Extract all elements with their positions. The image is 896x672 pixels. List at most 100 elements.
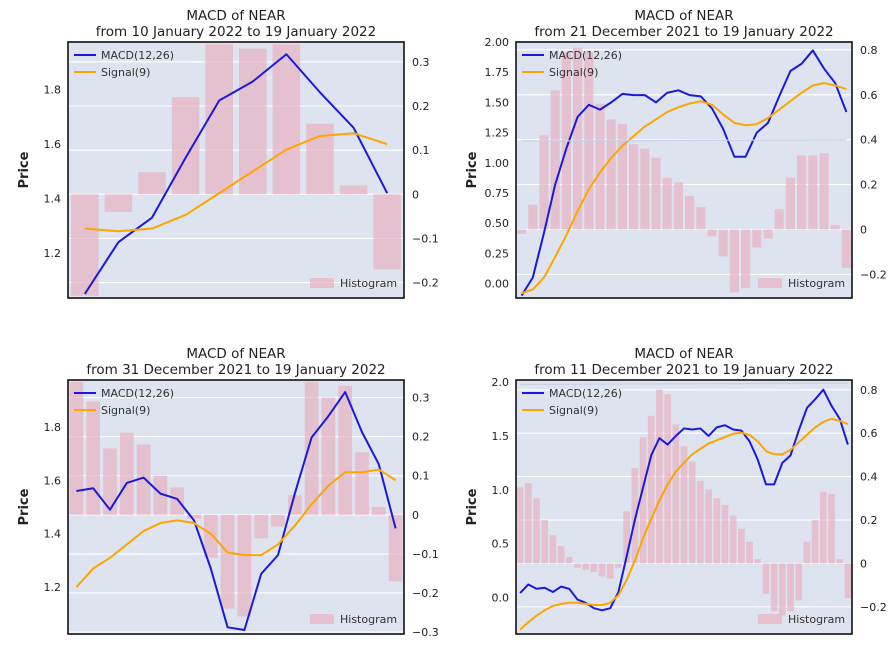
y2-tick-label: −0.2 bbox=[412, 587, 439, 600]
histogram-bar bbox=[811, 520, 819, 564]
histogram-bar bbox=[528, 204, 538, 230]
y-tick-label: 1.2 bbox=[44, 581, 62, 594]
histogram-bar bbox=[524, 483, 532, 564]
y-tick-label: 1.50 bbox=[485, 96, 510, 109]
legend-label: Histogram bbox=[340, 277, 397, 290]
histogram-bar bbox=[729, 515, 737, 564]
histogram-bar bbox=[819, 491, 827, 564]
legend-label: MACD(12,26) bbox=[101, 387, 174, 400]
aux-line bbox=[520, 382, 848, 385]
histogram-bar bbox=[550, 90, 560, 230]
histogram-bar bbox=[707, 229, 717, 237]
y2-tick-label: −0.1 bbox=[412, 548, 439, 561]
y-tick-label: 1.8 bbox=[44, 84, 62, 97]
histogram-bar bbox=[86, 401, 101, 515]
histogram-bar bbox=[844, 563, 852, 599]
chart-panel-4: 0.0 0.5 1.0 1.5 2.0 −0.2 0 0.2 0.4 0.6 0.8 MACD of … bbox=[465, 346, 887, 635]
y-axis-label: Price bbox=[465, 151, 480, 188]
histogram-bar bbox=[763, 229, 773, 239]
histogram-bar bbox=[598, 563, 606, 577]
y2-tick-label: 0.2 bbox=[860, 514, 878, 527]
histogram-bar bbox=[617, 123, 627, 230]
histogram-bar bbox=[797, 155, 807, 230]
legend-swatch bbox=[310, 278, 334, 288]
chart-subtitle: from 11 December 2021 to 19 January 2022 bbox=[534, 362, 833, 378]
histogram-bar bbox=[672, 424, 680, 564]
histogram-bar bbox=[220, 514, 235, 609]
histogram-bar bbox=[119, 432, 134, 515]
histogram-bar bbox=[205, 44, 233, 195]
histogram-bar bbox=[741, 229, 751, 288]
chart-title: MACD of NEAR bbox=[186, 346, 285, 362]
histogram-bar bbox=[819, 153, 829, 230]
chart-subtitle: from 10 January 2022 to 19 January 2022 bbox=[96, 24, 376, 40]
legend-label: Signal(9) bbox=[549, 404, 598, 417]
histogram-bar bbox=[662, 177, 672, 230]
y-axis-label: Price bbox=[17, 488, 32, 525]
y-tick-label: 1.2 bbox=[44, 247, 62, 260]
histogram-bar bbox=[785, 177, 795, 230]
histogram-bar bbox=[752, 229, 762, 248]
signal-line bbox=[84, 132, 388, 233]
y-tick-label: 2.00 bbox=[485, 36, 510, 49]
chart-title: MACD of NEAR bbox=[186, 8, 285, 24]
histogram-bar bbox=[355, 452, 369, 515]
histogram-bar bbox=[517, 229, 527, 234]
y-tick-label: 1.00 bbox=[485, 157, 510, 170]
histogram-bar bbox=[808, 155, 818, 230]
histogram-bar bbox=[69, 381, 84, 515]
histogram-bar bbox=[746, 541, 753, 564]
histogram-bar bbox=[770, 563, 778, 612]
histogram-bar bbox=[388, 514, 403, 582]
y2-tick-label: 0.8 bbox=[860, 44, 878, 57]
histogram-bar bbox=[639, 437, 647, 564]
histogram-bar bbox=[738, 528, 745, 564]
plot-area bbox=[516, 42, 852, 298]
histogram-bar bbox=[606, 119, 616, 230]
y-tick-label: 0.75 bbox=[485, 187, 510, 200]
plot-area bbox=[68, 380, 404, 634]
histogram-bar bbox=[153, 475, 168, 515]
histogram-bar bbox=[631, 467, 639, 564]
histogram-bar bbox=[830, 225, 840, 230]
chart-subtitle: from 31 December 2021 to 19 January 2022 bbox=[86, 362, 385, 378]
chart-title: MACD of NEAR bbox=[634, 346, 733, 362]
legend-label: Histogram bbox=[788, 613, 845, 626]
histogram-bar bbox=[795, 563, 803, 601]
plot-frame bbox=[67, 41, 405, 299]
y2-tick-label: −0.2 bbox=[860, 601, 887, 614]
y-tick-label: 1.6 bbox=[44, 474, 62, 487]
chart-subtitle: from 21 December 2021 to 19 January 2022 bbox=[534, 24, 833, 40]
histogram-bar bbox=[541, 520, 549, 564]
histogram-bar bbox=[615, 563, 622, 568]
histogram-bar bbox=[688, 461, 696, 564]
y2-tick-label: 0 bbox=[412, 509, 419, 522]
histogram-bar bbox=[170, 487, 185, 515]
signal-line bbox=[521, 82, 847, 295]
chart-panel-3: 1.2 1.4 1.6 1.8 −0.3 −0.2 −0.1 0 0.1 0.2 0.3 MACD o… bbox=[17, 346, 439, 639]
histogram-bar bbox=[103, 448, 117, 515]
y2-tick-label: 0.2 bbox=[412, 100, 430, 113]
chart-panel-2: 0.00 0.25 0.50 0.75 1.00 1.25 1.50 1.75 2.00 −0.2… bbox=[465, 8, 887, 299]
histogram-bar bbox=[304, 381, 319, 515]
histogram-bar bbox=[595, 103, 605, 230]
histogram-bar bbox=[272, 44, 301, 195]
plot-frame bbox=[67, 379, 405, 635]
legend-label: Signal(9) bbox=[101, 404, 150, 417]
histogram-bar bbox=[203, 514, 218, 558]
plot-area bbox=[68, 42, 404, 298]
histogram-bar bbox=[574, 563, 581, 568]
histogram-bar bbox=[647, 415, 655, 564]
y2-tick-label: 0.6 bbox=[860, 427, 878, 440]
plot-frame bbox=[515, 379, 853, 635]
legend-label: Signal(9) bbox=[101, 66, 150, 79]
y2-tick-label: −0.3 bbox=[412, 626, 439, 639]
macd-line bbox=[76, 391, 397, 631]
histogram-bar bbox=[321, 397, 336, 515]
y2-tick-label: 0.3 bbox=[412, 56, 430, 69]
histogram-bar bbox=[754, 559, 762, 564]
histogram-bar bbox=[685, 195, 695, 230]
histogram-bar bbox=[533, 498, 540, 564]
macd-line bbox=[520, 49, 848, 297]
